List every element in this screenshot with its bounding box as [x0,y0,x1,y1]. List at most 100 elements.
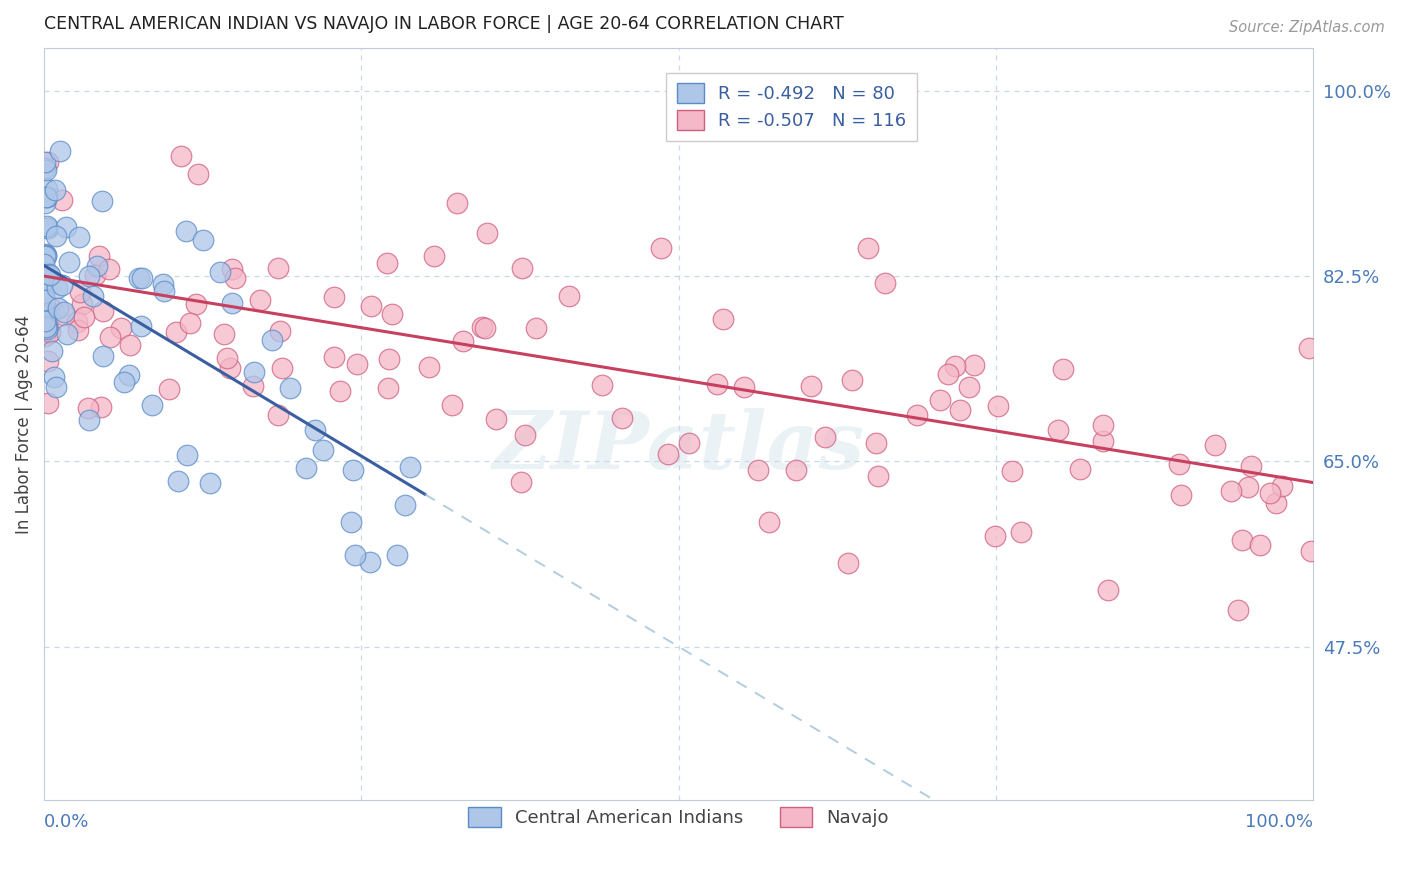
Point [87,249,110,263]
Point [193,233,215,247]
Point [174,224,197,238]
Point [800,379,823,393]
Point [39,268,62,282]
Point [344,548,367,562]
Point [51,277,73,292]
Point [221,295,243,310]
Point [34,314,56,328]
Point [269,324,291,338]
Point [1220,483,1243,498]
Point [41,344,63,359]
Point [34,304,56,318]
Point [131,271,153,285]
Point [1230,533,1253,547]
Text: Source: ZipAtlas.com: Source: ZipAtlas.com [1229,20,1385,35]
Point [212,327,235,342]
Point [35,248,58,262]
Point [34,272,56,286]
Point [58,254,80,268]
Point [1001,464,1024,478]
Point [35,163,58,178]
Point [35,320,58,334]
Point [987,399,1010,413]
Point [270,361,292,376]
Point [37,354,59,368]
Point [91,304,114,318]
Point [1226,603,1249,617]
Point [936,367,959,381]
Point [37,396,59,410]
Point [224,271,246,285]
Point [129,318,152,333]
Point [957,380,980,394]
Point [841,373,863,387]
Point [1236,480,1258,494]
Point [322,290,344,304]
Point [46,281,69,295]
Point [423,249,446,263]
Point [1069,462,1091,476]
Point [340,516,363,530]
Point [312,443,335,458]
Point [209,264,232,278]
Point [34,285,56,300]
Point [378,351,401,366]
Point [35,308,58,322]
Point [329,384,352,398]
Point [711,312,734,326]
Point [35,267,58,281]
Point [38,306,60,320]
Point [69,285,91,300]
Point [866,468,889,483]
Point [118,338,141,352]
Point [1167,457,1189,471]
Point [35,266,58,280]
Point [1010,524,1032,539]
Point [837,557,859,571]
Point [1052,362,1074,376]
Point [380,307,402,321]
Point [77,401,100,415]
Point [170,149,193,163]
Legend: Central American Indians, Navajo: Central American Indians, Navajo [460,798,898,837]
Point [375,256,398,270]
Point [184,296,207,310]
Point [1301,544,1323,558]
Point [346,357,368,371]
Point [90,194,112,208]
Point [35,219,58,234]
Point [513,428,536,442]
Point [86,259,108,273]
Point [70,296,93,310]
Point [37,221,59,235]
Point [44,183,66,197]
Point [657,447,679,461]
Point [747,462,769,476]
Point [128,270,150,285]
Point [510,475,533,490]
Point [1092,434,1115,448]
Point [37,155,59,169]
Point [51,193,73,207]
Point [83,268,105,282]
Point [706,376,728,391]
Point [267,261,290,276]
Point [678,436,700,450]
Point [524,320,547,334]
Point [984,529,1007,543]
Point [217,351,239,366]
Text: ZIPatlas: ZIPatlas [492,409,865,485]
Point [962,358,984,372]
Point [385,548,408,562]
Point [35,190,58,204]
Point [1298,341,1320,355]
Point [198,475,221,490]
Text: 0.0%: 0.0% [44,813,90,831]
Point [359,555,381,569]
Point [153,285,176,299]
Point [610,410,633,425]
Point [35,267,58,281]
Point [55,220,77,235]
Point [73,310,96,324]
Point [45,229,67,244]
